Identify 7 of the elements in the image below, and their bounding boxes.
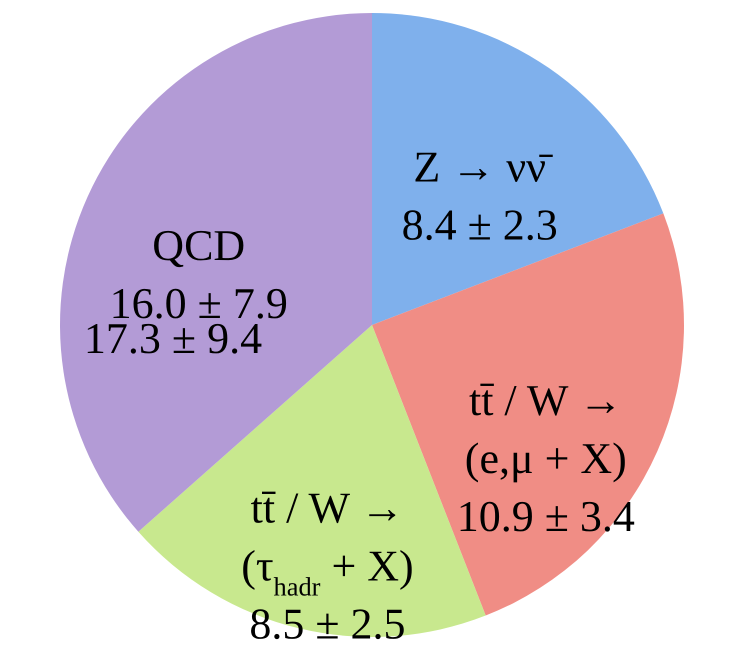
- data-label: 8.4 ± 2.3: [402, 200, 558, 250]
- data-label: 8.5 ± 2.5: [249, 600, 406, 649]
- slice-label: Z → νν̄: [413, 142, 554, 192]
- data-label: 10.9 ± 3.4: [456, 492, 635, 541]
- slice-label: tt̄ / W → (τ$_{hadr}$ + X): [241, 484, 414, 602]
- slice-label: tt̄ / W → (e,μ + X): [464, 376, 627, 483]
- slice-label: QCD: [152, 220, 246, 270]
